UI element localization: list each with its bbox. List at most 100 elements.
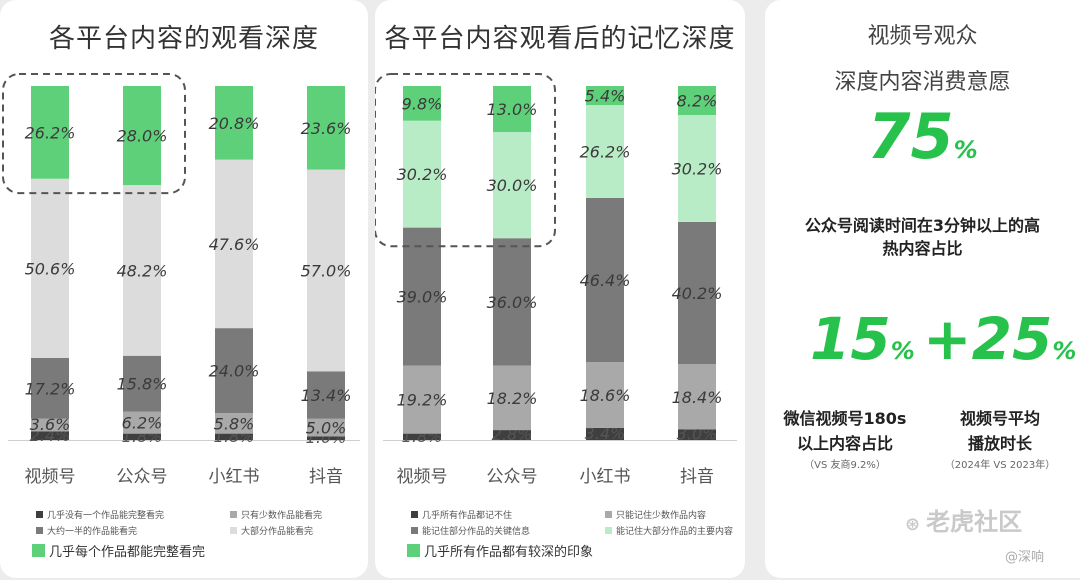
category-label: 小红书 xyxy=(580,467,631,487)
stat-75-unit: % xyxy=(953,136,978,164)
data-label: 3.0% xyxy=(677,425,718,444)
legend-label: 只有少数作品能看完 xyxy=(241,511,323,521)
legend-swatch xyxy=(32,544,45,557)
chart-title: 各平台内容观看后的记忆深度 xyxy=(384,24,736,54)
data-label: 48.2% xyxy=(117,261,168,280)
bar-segment xyxy=(123,411,161,434)
category-label: 视频号 xyxy=(397,467,448,487)
data-label: 30.2% xyxy=(397,165,448,184)
bar-segment xyxy=(678,115,716,222)
data-label: 18.4% xyxy=(672,388,723,407)
legend-item: 几乎所有作品都记不住 xyxy=(411,508,512,521)
category-label: 抖音 xyxy=(309,467,343,487)
stat-75-number: 75 xyxy=(867,100,954,173)
bar-segment xyxy=(123,355,161,412)
data-label: 3.4% xyxy=(585,424,626,443)
data-label: 28.0% xyxy=(117,127,168,146)
category-label: 小红书 xyxy=(209,467,260,487)
bar-segment xyxy=(403,120,441,228)
legend-swatch xyxy=(230,527,237,534)
bar-segment xyxy=(215,413,253,434)
stat-75-desc-line2: 热内容占比 xyxy=(882,239,963,258)
stat-25-value: +25% xyxy=(923,305,1076,373)
bar-segment xyxy=(307,371,345,419)
chart-panel-viewing-depth: 各平台内容的观看深度 2.4% 3.6% 17.2% 50.6% 26.2% 视频号 1.8… xyxy=(0,0,368,578)
legend-swatch xyxy=(605,527,612,534)
legend-label: 几乎所有作品都记不住 xyxy=(422,511,513,521)
bar-segment xyxy=(215,159,253,329)
data-label: 36.0% xyxy=(487,293,538,312)
data-label: 30.2% xyxy=(672,159,723,178)
legend-label: 大部分作品能看完 xyxy=(241,527,314,537)
viewing-depth-chart: 2.4%3.6%17.2%50.6%26.2%视频号1.8%6.2%15.8%4… xyxy=(2,73,360,487)
bar-segment xyxy=(307,86,345,170)
legend-item: 只能记住少数作品内容 xyxy=(605,508,706,521)
watermark-logo-icon: ⊛ xyxy=(905,514,921,535)
legend-swatch xyxy=(411,511,418,518)
bar-segment xyxy=(493,238,531,366)
data-label: 5.4% xyxy=(585,87,626,106)
bar-segment xyxy=(678,364,716,430)
bar-segment xyxy=(678,221,716,365)
stat-75-value: 75% xyxy=(765,100,1080,173)
category-label: 抖音 xyxy=(680,467,714,487)
stat-15-desc-line2: 以上内容占比 xyxy=(796,434,893,453)
stat-15-desc-line1: 微信视频号180s xyxy=(783,409,907,428)
bar-segment xyxy=(678,86,716,116)
bar-segment xyxy=(586,427,624,440)
chart-title: 各平台内容的观看深度 xyxy=(48,24,319,54)
bar-segment xyxy=(493,365,531,431)
data-label: 6.2% xyxy=(122,414,163,433)
data-label: 5.8% xyxy=(214,414,255,433)
data-label: 47.6% xyxy=(209,235,260,254)
stat-15-number: 15 xyxy=(810,305,891,373)
data-label: 30.0% xyxy=(487,176,538,195)
bar-segment xyxy=(586,362,624,428)
legend-item: 几乎没有一个作品能完整看完 xyxy=(36,508,164,521)
stat-25-desc-line2: 播放时长 xyxy=(967,434,1032,453)
bar-segment xyxy=(586,105,624,198)
legend-swatch xyxy=(230,511,237,518)
legend-swatch xyxy=(36,511,43,518)
bar-segment xyxy=(123,433,161,440)
data-label: 13.0% xyxy=(487,100,538,119)
bar-segment xyxy=(586,197,624,363)
legend-label: 几乎没有一个作品能完整看完 xyxy=(47,511,165,521)
data-label: 3.6% xyxy=(30,415,71,434)
bar-segment xyxy=(307,169,345,372)
stat-25-unit: % xyxy=(1052,337,1077,365)
bar-segment xyxy=(123,86,161,186)
category-label: 公众号 xyxy=(487,467,538,487)
data-label: 18.2% xyxy=(487,389,538,408)
bar-segment xyxy=(215,328,253,414)
stat-15-value: 15% xyxy=(810,305,915,373)
data-label: 8.2% xyxy=(677,92,718,111)
data-label: 40.2% xyxy=(672,284,723,303)
legend-swatch xyxy=(411,527,418,534)
data-label: 18.6% xyxy=(580,386,631,405)
stat-15-note: （VS 友商9.2%） xyxy=(804,460,886,471)
stat-25-note: （2024年 VS 2023年） xyxy=(944,460,1056,471)
bar-segment xyxy=(123,185,161,356)
data-label: 50.6% xyxy=(25,259,76,278)
stats-title-line2: 深度内容消费意愿 xyxy=(834,70,1011,95)
bar-segment xyxy=(31,178,69,358)
watermark-brand-text: 老虎社区 xyxy=(926,508,1023,536)
bar-segment xyxy=(215,86,253,160)
legend-swatch xyxy=(605,511,612,518)
stats-panel: 视频号观众 深度内容消费意愿 75% 公众号阅读时间在3分钟以上的高 热内容占比… xyxy=(765,0,1080,578)
legend-label: 只能记住少数作品内容 xyxy=(616,511,707,521)
bar-segment xyxy=(31,86,69,179)
data-label: 57.0% xyxy=(301,261,352,280)
data-label: 26.2% xyxy=(25,123,76,142)
data-label: 20.8% xyxy=(209,114,260,133)
legend-swatch xyxy=(407,544,420,557)
stats-title-line1: 视频号观众 xyxy=(867,24,978,49)
legend-item: 大约一半的作品能看完 xyxy=(36,524,137,537)
data-label: 15.8% xyxy=(117,375,168,394)
stat-75-desc-line1: 公众号阅读时间在3分钟以上的高 xyxy=(804,216,1041,235)
bar-segment xyxy=(307,418,345,437)
bar-segment xyxy=(493,86,531,133)
data-label: 17.2% xyxy=(25,379,76,398)
bar-segment xyxy=(678,429,716,440)
